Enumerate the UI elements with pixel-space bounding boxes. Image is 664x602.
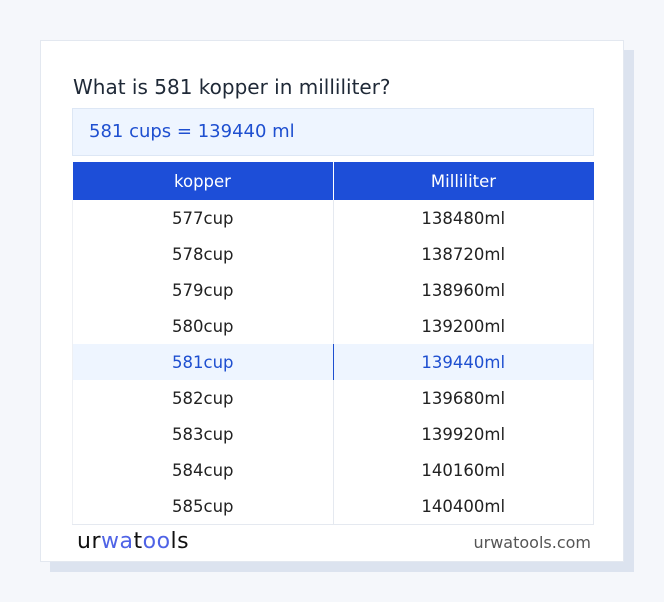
table-row: 585cup 140400ml — [72, 488, 594, 525]
result-box: 581 cups = 139440 ml — [72, 108, 594, 156]
milliliter-cell: 140400ml — [333, 488, 594, 525]
header-milliliter: Milliliter — [333, 162, 594, 200]
milliliter-cell: 139200ml — [333, 308, 594, 344]
table-row: 582cup 139680ml — [72, 380, 594, 416]
site-link[interactable]: urwatools.com — [473, 533, 592, 552]
page-title: What is 581 kopper in milliliter? — [73, 75, 391, 99]
milliliter-cell: 138480ml — [333, 200, 594, 236]
milliliter-cell: 138720ml — [333, 236, 594, 272]
kopper-cell: 582cup — [72, 380, 334, 416]
conversion-table: kopper Milliliter 577cup 138480ml 578cup 138… — [72, 162, 594, 525]
converter-card: What is 581 kopper in milliliter? 581 cu… — [40, 40, 624, 562]
table-row: 584cup 140160ml — [72, 452, 594, 488]
milliliter-cell: 139440ml — [333, 344, 594, 380]
kopper-cell: 579cup — [72, 272, 334, 308]
kopper-cell: 585cup — [72, 488, 334, 525]
kopper-cell: 580cup — [72, 308, 334, 344]
milliliter-cell: 140160ml — [333, 452, 594, 488]
table-row: 579cup 138960ml — [72, 272, 594, 308]
milliliter-cell: 139920ml — [333, 416, 594, 452]
table-row: 583cup 139920ml — [72, 416, 594, 452]
table-row: 580cup 139200ml — [72, 308, 594, 344]
table-row: 578cup 138720ml — [72, 236, 594, 272]
kopper-cell: 578cup — [72, 236, 334, 272]
urwatools-logo[interactable]: urwatools — [77, 529, 190, 554]
kopper-cell: 577cup — [72, 200, 334, 236]
kopper-cell: 581cup — [72, 344, 334, 380]
milliliter-cell: 139680ml — [333, 380, 594, 416]
milliliter-cell: 138960ml — [333, 272, 594, 308]
kopper-cell: 584cup — [72, 452, 334, 488]
table-row: 581cup 139440ml — [72, 344, 594, 380]
table-row: 577cup 138480ml — [72, 200, 594, 236]
kopper-cell: 583cup — [72, 416, 334, 452]
header-kopper: kopper — [72, 162, 334, 200]
